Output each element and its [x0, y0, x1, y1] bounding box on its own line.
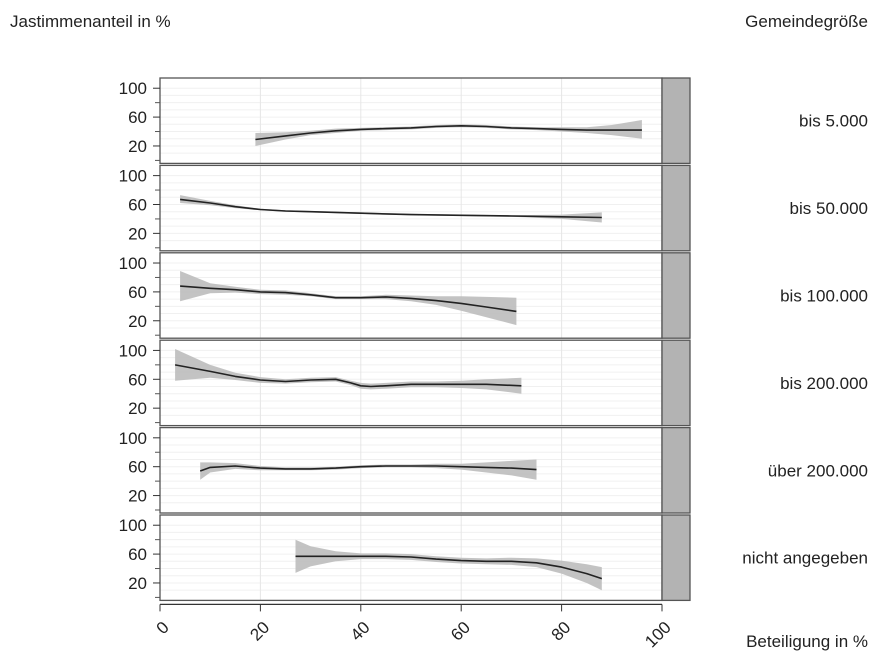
y-tick-label: 20 [128, 137, 147, 156]
panel-strip [661, 426, 691, 514]
confidence-band [200, 459, 537, 480]
x-tick-label: 40 [347, 618, 374, 645]
panel-label: nicht angegeben [742, 549, 868, 568]
x-tick-label: 0 [153, 618, 173, 638]
y-tick-label: 20 [128, 487, 147, 506]
series-line [180, 285, 517, 313]
confidence-band [180, 195, 602, 223]
x-axis: 0 20 40 60 80 100 [153, 603, 675, 651]
panel-5: 20 60 100 nicht angegeben [119, 514, 868, 602]
x-tick-label: 60 [447, 618, 474, 645]
y-axis-title: Jastimmenanteil in % [10, 12, 171, 31]
y-tick-label: 20 [128, 574, 147, 593]
panel-0: 20 60 100 bis 5.000 [119, 77, 868, 165]
confidence-band [175, 349, 522, 394]
y-tick-label: 100 [119, 341, 147, 360]
panel-frame [159, 426, 663, 514]
panel-2: 20 60 100 bis 100.000 [119, 252, 868, 339]
panel-1: 20 60 100 bis 50.000 [119, 164, 868, 252]
series-line [295, 555, 603, 580]
panel-label: bis 5.000 [799, 112, 868, 131]
y-tick-label: 60 [128, 195, 147, 214]
panel-label: bis 200.000 [780, 374, 868, 393]
y-tick-label: 20 [128, 224, 147, 243]
panel-4: 20 60 100 über 200.000 [119, 426, 868, 514]
x-axis-title: Beteiligung in % [746, 632, 868, 651]
panel-frame [159, 77, 663, 165]
panel-strip [661, 252, 691, 339]
panel-strip [661, 77, 691, 165]
y-tick-label: 60 [128, 283, 147, 302]
panel-label: bis 100.000 [780, 287, 868, 306]
y-tick-label: 20 [128, 399, 147, 418]
y-tick-label: 20 [128, 312, 147, 331]
x-tick-label: 20 [246, 618, 273, 645]
panel-strip [661, 339, 691, 427]
y-tick-label: 60 [128, 545, 147, 564]
panel-strip [661, 514, 691, 602]
panel-label: über 200.000 [768, 461, 868, 480]
series-line [174, 364, 522, 388]
panel-strip [661, 164, 691, 252]
series-line [199, 465, 537, 472]
y-tick-label: 60 [128, 108, 147, 127]
y-tick-label: 100 [119, 79, 147, 98]
y-tick-label: 100 [119, 167, 147, 186]
y-tick-label: 60 [128, 370, 147, 389]
y-tick-label: 100 [119, 429, 147, 448]
y-tick-label: 100 [119, 516, 147, 535]
x-tick-label: 80 [548, 618, 575, 645]
y-tick-label: 100 [119, 254, 147, 273]
confidence-band [255, 120, 642, 146]
series-line [255, 125, 642, 141]
panel-label: bis 50.000 [790, 199, 868, 218]
x-tick-label: 100 [641, 618, 674, 651]
y-tick-label: 60 [128, 458, 147, 477]
panels: 20 60 100 bis 5.000 20 60 100 bis 50.000 20 60 100… [119, 77, 868, 602]
strip-title: Gemeindegröße [745, 12, 868, 31]
panel-3: 20 60 100 bis 200.000 [119, 339, 868, 427]
confidence-band [295, 539, 602, 591]
series-line [180, 198, 602, 219]
